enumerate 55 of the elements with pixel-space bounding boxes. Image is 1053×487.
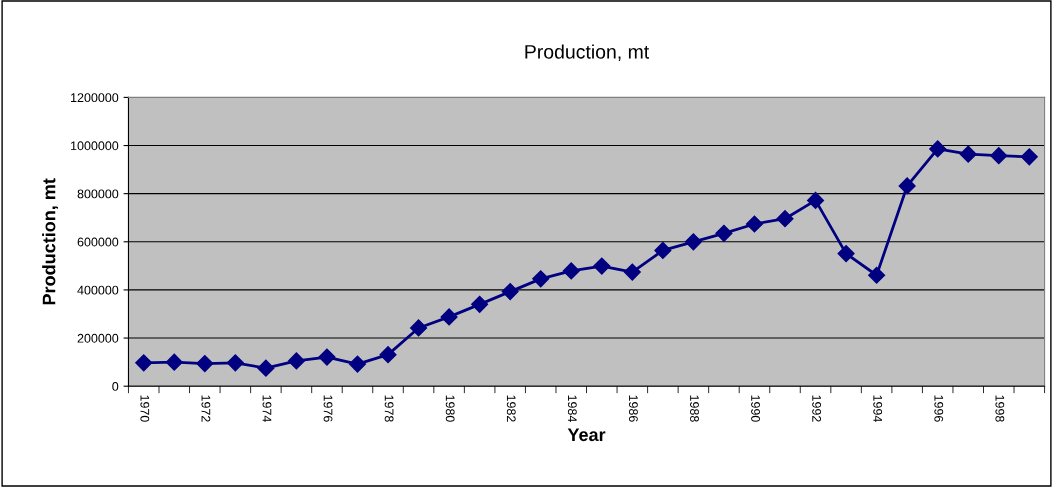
y-tick-label: 1200000 xyxy=(71,93,119,103)
point xyxy=(440,308,458,326)
point xyxy=(623,263,641,281)
point xyxy=(226,354,244,372)
point xyxy=(745,215,764,233)
point xyxy=(929,140,947,158)
point xyxy=(257,359,275,377)
point xyxy=(898,177,916,195)
x-tick-label: 1996 xyxy=(934,395,944,422)
point xyxy=(684,233,702,251)
point xyxy=(165,353,183,371)
x-tick-label: 1986 xyxy=(628,395,638,422)
point xyxy=(379,346,397,364)
x-axis-title: Year xyxy=(567,428,606,442)
y-tick-label: 600000 xyxy=(77,237,119,247)
chart-title: Production, mt xyxy=(525,44,650,61)
point xyxy=(990,147,1008,165)
x-tick-label: 1980 xyxy=(445,395,455,422)
point xyxy=(776,210,794,228)
point xyxy=(532,270,550,288)
y-tick-label: 1000000 xyxy=(71,141,119,151)
point xyxy=(1020,148,1038,166)
x-tick-label: 1984 xyxy=(567,395,577,422)
y-tick-label: 800000 xyxy=(77,189,119,199)
point xyxy=(593,257,611,275)
point xyxy=(806,191,825,209)
x-tick-label: 1992 xyxy=(812,395,822,422)
point xyxy=(287,352,305,370)
point xyxy=(196,355,214,373)
y-tick-label: 0 xyxy=(112,381,119,391)
point xyxy=(959,145,977,163)
point xyxy=(135,354,153,372)
point xyxy=(410,319,428,337)
point xyxy=(318,348,336,366)
x-tick-label: 1972 xyxy=(201,395,211,422)
point xyxy=(471,295,489,313)
y-tick-label: 200000 xyxy=(77,333,119,343)
point xyxy=(868,266,886,284)
point xyxy=(348,355,367,373)
y-axis-title: Production, mt xyxy=(42,178,59,305)
x-tick-label: 1974 xyxy=(262,395,272,422)
point xyxy=(562,262,580,280)
x-tick-label: 1982 xyxy=(506,395,516,422)
point xyxy=(837,245,855,263)
point xyxy=(501,283,519,301)
x-tick-label: 1998 xyxy=(995,395,1005,422)
y-tick-label: 400000 xyxy=(77,285,119,295)
x-tick-label: 1994 xyxy=(873,395,883,422)
x-tick-label: 1978 xyxy=(384,395,394,422)
point xyxy=(654,241,672,260)
x-tick-label: 1988 xyxy=(690,395,699,422)
x-tick-label: 1990 xyxy=(751,395,760,422)
x-tick-label: 1976 xyxy=(323,395,333,422)
x-tick-label: 1970 xyxy=(140,395,150,422)
point xyxy=(715,224,733,242)
